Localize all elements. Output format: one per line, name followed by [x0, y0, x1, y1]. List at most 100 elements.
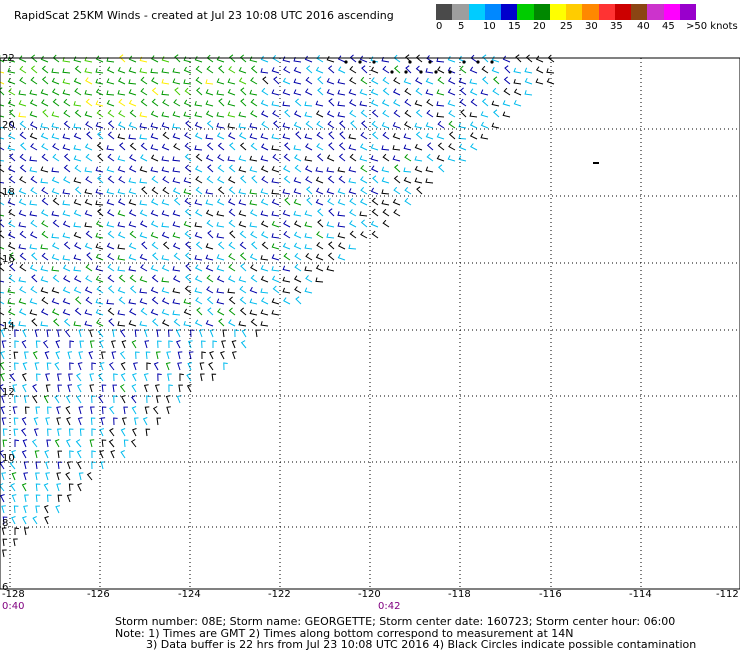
- wind-barb: [271, 309, 280, 316]
- wind-barb: [315, 166, 324, 173]
- wind-barb: [185, 263, 192, 272]
- wind-barb: [469, 112, 478, 118]
- wind-barb: [151, 175, 159, 184]
- wind-barb: [405, 65, 412, 74]
- wind-barb: [84, 210, 93, 217]
- wind-barb: [337, 78, 346, 85]
- wind-barb: [493, 109, 500, 118]
- wind-barb: [84, 222, 93, 228]
- wind-barb: [283, 297, 291, 305]
- wind-barb: [18, 112, 27, 118]
- wind-barb: [337, 101, 346, 107]
- lat-lon-grid: [0, 58, 740, 589]
- wind-barb: [95, 68, 104, 74]
- wind-barb: [304, 221, 313, 228]
- wind-barb: [79, 428, 85, 437]
- wind-barb: [69, 362, 74, 371]
- scale-tick-30: 30: [585, 21, 598, 32]
- wind-barb: [51, 133, 60, 140]
- wind-barb: [293, 198, 302, 206]
- scale-swatch-9: [582, 4, 599, 20]
- wind-barb: [470, 54, 478, 63]
- wind-barb: [448, 120, 456, 129]
- wind-barb: [143, 373, 149, 382]
- wind-barb: [294, 263, 302, 272]
- wind-barb: [458, 155, 467, 162]
- wind-barb: [327, 175, 335, 184]
- scale-swatch-1: [452, 4, 469, 20]
- wind-barb: [217, 308, 225, 316]
- wind-barb: [0, 71, 5, 74]
- wind-barb: [216, 233, 225, 239]
- wind-barb: [151, 241, 159, 250]
- wind-barb: [119, 384, 126, 393]
- wind-barb: [161, 56, 170, 63]
- wind-barb: [227, 275, 236, 283]
- wind-barb: [151, 186, 159, 195]
- wind-barb: [74, 307, 82, 316]
- wind-barb: [139, 111, 148, 118]
- scale-tick-50: >50 knots: [686, 21, 738, 32]
- wind-barb: [360, 219, 368, 228]
- wind-barb: [113, 395, 118, 404]
- wind-barb: [293, 66, 302, 74]
- wind-barb: [426, 142, 434, 151]
- wind-barb: [107, 109, 115, 118]
- wind-barb: [415, 87, 423, 96]
- wind-barb: [14, 527, 19, 535]
- wind-barb: [184, 208, 192, 217]
- wind-barb: [316, 143, 324, 151]
- wind-barb: [282, 209, 291, 217]
- wind-barb: [23, 505, 28, 514]
- wind-barb: [404, 186, 412, 195]
- wind-barb: [229, 142, 236, 151]
- wind-barb: [56, 428, 62, 437]
- wind-barb: [458, 143, 467, 151]
- wind-barb: [133, 362, 138, 371]
- wind-barb: [162, 99, 170, 107]
- wind-barb: [447, 77, 456, 85]
- scale-swatch-8: [566, 4, 583, 20]
- wind-barb: [436, 133, 445, 140]
- wind-barb: [62, 297, 71, 305]
- wind-barb: [238, 188, 247, 195]
- plot-title: RapidScat 25KM Winds - created at Jul 23…: [14, 9, 394, 22]
- wind-barb: [143, 384, 149, 393]
- wind-barb: [107, 253, 115, 261]
- wind-barb: [216, 288, 225, 294]
- wind-barb: [231, 351, 237, 360]
- wind-barb: [370, 66, 379, 74]
- wind-barb: [185, 241, 192, 250]
- wind-barb: [106, 166, 115, 173]
- wind-barb: [207, 307, 214, 316]
- wind-barb: [144, 340, 150, 349]
- wind-barb: [109, 406, 115, 415]
- wind-barb: [176, 395, 182, 404]
- wind-barb: [348, 133, 357, 140]
- wind-barb: [22, 439, 28, 448]
- wind-barb: [238, 111, 247, 118]
- wind-barb: [271, 67, 280, 74]
- wind-barb: [282, 133, 291, 140]
- wind-barb: [271, 266, 280, 272]
- wind-barb: [95, 220, 104, 228]
- wind-barb: [0, 230, 5, 239]
- scale-tick-15: 15: [508, 21, 521, 32]
- wind-barb: [78, 329, 84, 338]
- wind-barb: [150, 264, 159, 272]
- wind-barb: [326, 233, 335, 239]
- wind-barb: [186, 384, 192, 393]
- wind-barb: [85, 98, 93, 107]
- wind-barb: [13, 351, 19, 360]
- wind-barb: [272, 110, 280, 118]
- wind-barb: [206, 120, 214, 129]
- wind-barb: [135, 351, 140, 360]
- wind-barb: [425, 122, 434, 129]
- wind-barb: [250, 98, 258, 107]
- wind-barb: [491, 55, 500, 63]
- wind-barb: [339, 120, 346, 129]
- wind-barb: [326, 77, 335, 85]
- wind-barb: [228, 253, 236, 261]
- wind-barb: [250, 110, 258, 118]
- wind-barb: [183, 188, 192, 195]
